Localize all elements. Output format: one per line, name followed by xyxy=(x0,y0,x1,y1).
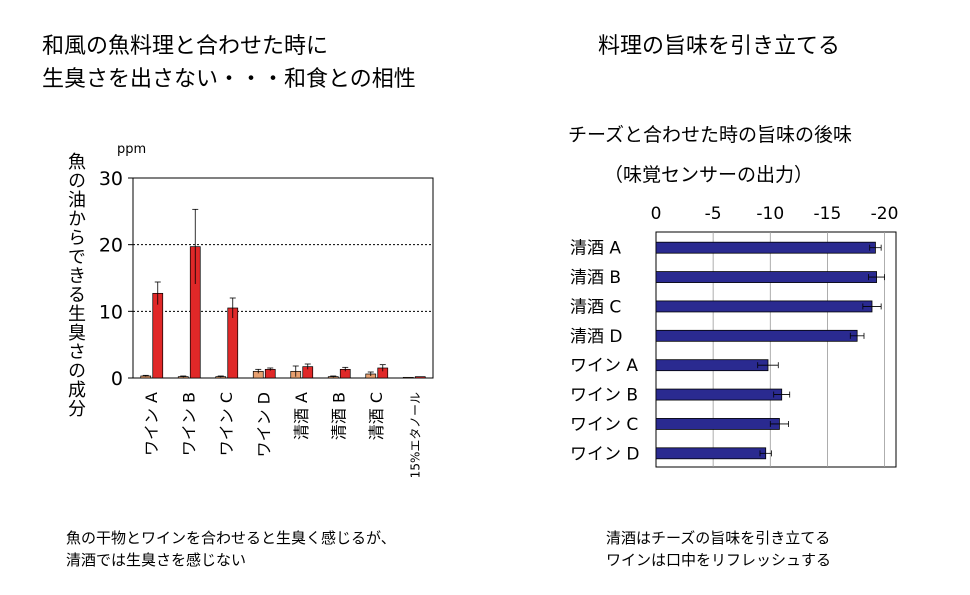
left-caption-line1: 魚の干物とワインを合わせると生臭く感じるが、 xyxy=(66,529,396,547)
y-tick-label: 20 xyxy=(99,235,123,257)
plot-frame xyxy=(132,177,434,379)
x-tick-label: 清酒 B xyxy=(329,392,348,440)
x-tick-label: 15%エタノール xyxy=(408,392,422,478)
x-tick-label: 清酒 A xyxy=(292,392,311,440)
y-tick-label: ワイン A xyxy=(570,356,638,376)
left-title-line2: 生臭さを出さない・・・和食との相性 xyxy=(42,67,416,92)
right-caption-line2: ワインは口中をリフレッシュする xyxy=(606,551,832,569)
bar xyxy=(402,376,414,379)
x-tick-label: 清酒 C xyxy=(367,392,386,440)
y-unit-label: ppm xyxy=(117,142,147,157)
bar xyxy=(655,329,858,342)
y-tick-label: 清酒 C xyxy=(570,297,621,317)
right-caption: 清酒はチーズの旨味を引き立てる ワインは口中をリフレッシュする xyxy=(606,527,831,571)
x-tick-label: -10 xyxy=(756,204,784,224)
bar xyxy=(414,376,426,379)
y-tick-label: ワイン D xyxy=(570,444,640,464)
umami-aftertaste-bar-chart: 0 -5 -10 -15 -20 清酒 A 清酒 B 清酒 C 清酒 D ワイン A ワイン B ワイ… xyxy=(570,204,899,468)
y-tick-label: 0 xyxy=(111,368,123,390)
y-tick-label: ワイン B xyxy=(570,386,638,406)
y-tick-label: 30 xyxy=(99,168,123,190)
x-tick-label: ワイン C xyxy=(217,392,236,456)
x-tick-label: 0 xyxy=(651,204,662,224)
x-tick-label: -20 xyxy=(871,204,899,224)
bar xyxy=(152,292,164,379)
fish-odor-bar-chart: 0 10 20 30 ワイン A ワイン B ワイン C ワイン D 清酒 A 清酒 B 清酒 C 1… xyxy=(99,168,434,478)
plot-frame xyxy=(655,231,897,468)
bar xyxy=(655,418,780,430)
bar xyxy=(655,300,873,313)
y-tick-label: ワイン C xyxy=(570,415,638,435)
y-tick-label: 清酒 D xyxy=(570,327,623,347)
left-title-line1: 和風の魚料理と合わせた時に xyxy=(42,34,329,59)
bar xyxy=(227,307,239,379)
bar xyxy=(655,241,876,254)
left-y-axis-title: 魚の油からできる生臭さの成分 xyxy=(65,152,86,418)
bar xyxy=(655,359,769,372)
x-tick-label: -5 xyxy=(705,204,722,224)
y-tick-label: 10 xyxy=(99,301,123,323)
right-title: 料理の旨味を引き立てる xyxy=(598,34,841,59)
bar xyxy=(655,447,767,460)
bar xyxy=(655,388,783,401)
left-caption-line2: 清酒では生臭さを感じない xyxy=(66,551,247,569)
x-tick-label: -15 xyxy=(814,204,842,224)
x-tick-label: ワイン B xyxy=(179,392,198,456)
x-tick-label: ワイン D xyxy=(254,392,273,457)
x-tick-label: ワイン A xyxy=(142,392,161,456)
y-tick-label: 清酒 B xyxy=(570,268,621,288)
left-caption: 魚の干物とワインを合わせると生臭く感じるが、 清酒では生臭さを感じない xyxy=(66,527,396,571)
right-chart-title: チーズと合わせた時の旨味の後味 xyxy=(568,124,853,146)
bar xyxy=(655,271,877,283)
right-caption-line1: 清酒はチーズの旨味を引き立てる xyxy=(606,529,831,547)
left-title: 和風の魚料理と合わせた時に 生臭さを出さない・・・和食との相性 xyxy=(42,30,416,96)
y-tick-label: 清酒 A xyxy=(570,239,621,259)
right-chart-subtitle: （味覚センサーの出力） xyxy=(604,164,814,186)
